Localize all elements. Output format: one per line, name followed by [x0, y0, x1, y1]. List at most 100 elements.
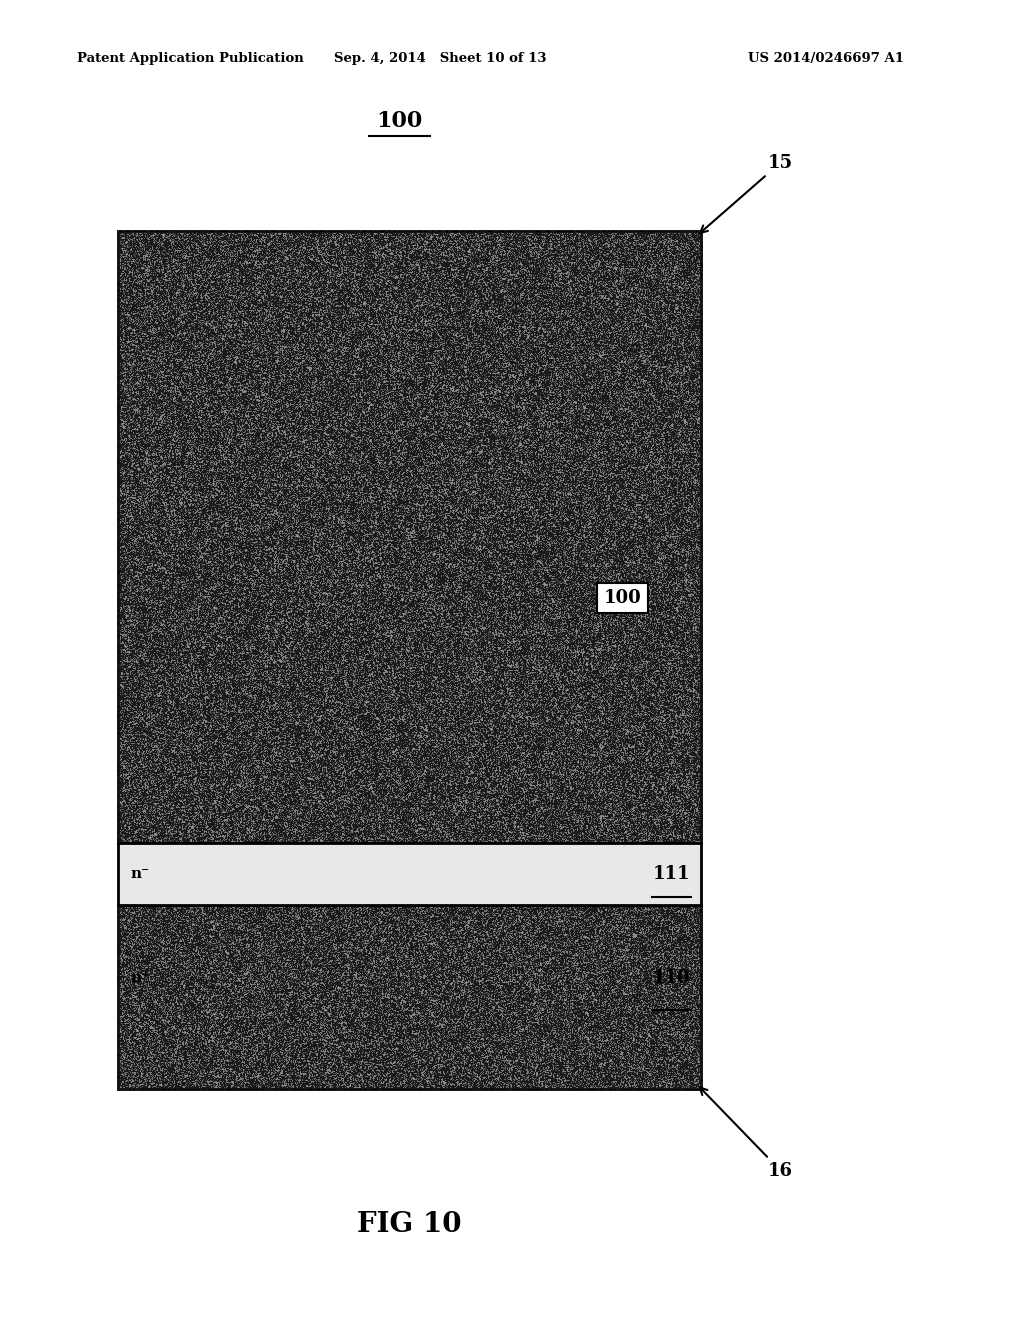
- Point: [110, 931, 126, 952]
- Point: [173, 1073, 189, 1094]
- Point: [484, 993, 501, 1014]
- Point: [178, 314, 195, 335]
- Point: [279, 491, 295, 512]
- Point: [178, 620, 195, 642]
- Point: [275, 363, 292, 384]
- Point: [467, 755, 483, 776]
- Point: [687, 552, 703, 573]
- Point: [397, 622, 414, 643]
- Point: [359, 979, 376, 1001]
- Point: [253, 1016, 269, 1038]
- Point: [584, 438, 600, 459]
- Point: [176, 473, 193, 494]
- Point: [510, 768, 526, 789]
- Point: [233, 586, 250, 607]
- Point: [510, 440, 526, 461]
- Point: [247, 1077, 263, 1098]
- Point: [466, 247, 482, 268]
- Point: [172, 224, 188, 246]
- Point: [659, 931, 676, 952]
- Point: [341, 388, 357, 409]
- Point: [299, 515, 315, 536]
- Point: [260, 970, 276, 991]
- Point: [430, 783, 446, 804]
- Point: [679, 293, 695, 314]
- Point: [315, 566, 332, 587]
- Point: [690, 396, 707, 417]
- Point: [505, 475, 521, 496]
- Point: [305, 368, 322, 389]
- Point: [294, 642, 310, 663]
- Point: [133, 917, 150, 939]
- Point: [681, 480, 697, 502]
- Point: [449, 473, 465, 494]
- Point: [674, 309, 690, 330]
- Point: [263, 347, 280, 368]
- Point: [546, 793, 562, 814]
- Point: [647, 346, 664, 367]
- Point: [639, 279, 655, 300]
- Point: [312, 226, 329, 247]
- Point: [530, 814, 547, 836]
- Point: [469, 265, 485, 286]
- Point: [529, 937, 546, 958]
- Point: [323, 267, 339, 288]
- Point: [400, 300, 417, 321]
- Point: [520, 706, 537, 727]
- Point: [691, 540, 708, 561]
- Point: [590, 544, 606, 565]
- Point: [263, 1040, 280, 1061]
- Point: [649, 582, 666, 603]
- Point: [180, 1039, 197, 1060]
- Point: [291, 486, 307, 507]
- Point: [651, 983, 668, 1005]
- Point: [620, 989, 636, 1010]
- Point: [364, 690, 380, 711]
- Point: [611, 466, 628, 487]
- Point: [214, 603, 230, 624]
- Point: [471, 260, 487, 281]
- Point: [588, 387, 604, 408]
- Point: [606, 1024, 623, 1045]
- Point: [356, 482, 373, 503]
- Point: [266, 572, 283, 593]
- Point: [185, 614, 202, 635]
- Point: [143, 704, 160, 725]
- Point: [284, 243, 300, 264]
- Point: [617, 734, 634, 755]
- Point: [152, 919, 168, 940]
- Point: [475, 510, 492, 531]
- Point: [602, 1031, 618, 1052]
- Point: [438, 994, 455, 1015]
- Point: [362, 255, 379, 276]
- Point: [195, 473, 211, 494]
- Point: [637, 533, 653, 554]
- Point: [317, 1056, 334, 1077]
- Point: [539, 513, 555, 535]
- Point: [540, 789, 556, 810]
- Point: [682, 1072, 698, 1093]
- Point: [596, 965, 612, 986]
- Point: [258, 223, 274, 244]
- Point: [528, 966, 545, 987]
- Point: [497, 261, 513, 282]
- Point: [640, 348, 656, 370]
- Point: [683, 925, 699, 946]
- Point: [375, 953, 391, 974]
- Point: [486, 421, 503, 442]
- Point: [663, 305, 679, 326]
- Point: [465, 660, 481, 681]
- Point: [193, 725, 209, 746]
- Point: [669, 445, 685, 466]
- Point: [586, 339, 602, 360]
- Point: [188, 352, 205, 374]
- Point: [421, 722, 437, 743]
- Point: [692, 665, 709, 686]
- Point: [276, 933, 293, 954]
- Point: [376, 640, 392, 661]
- Point: [512, 440, 528, 461]
- Point: [409, 531, 425, 552]
- Point: [331, 411, 347, 432]
- Point: [414, 304, 430, 325]
- Point: [140, 521, 157, 543]
